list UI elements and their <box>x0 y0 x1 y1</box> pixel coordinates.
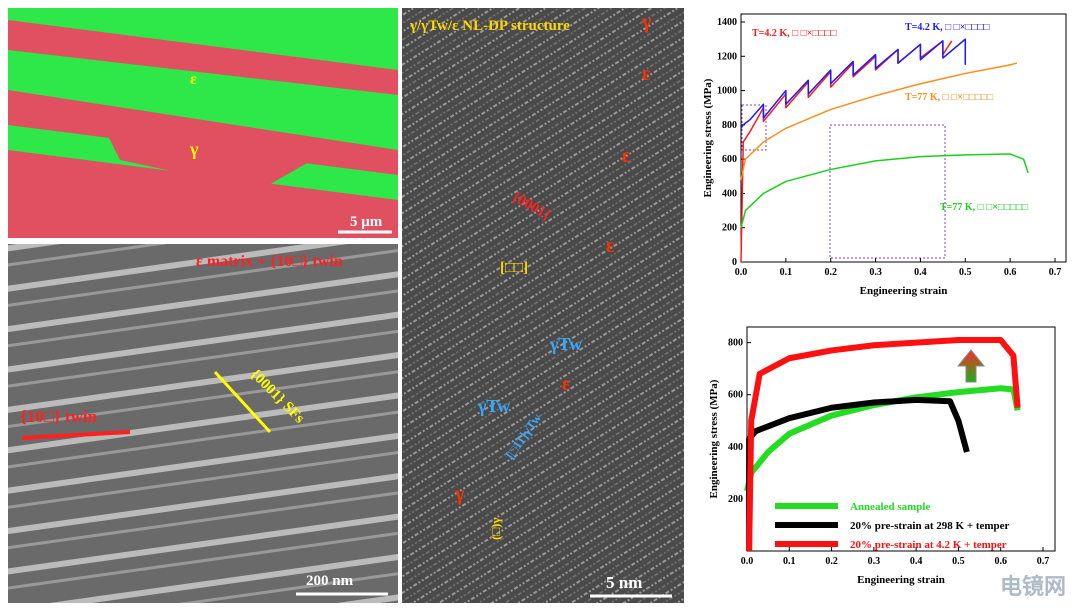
hrtem-label: ε <box>562 373 571 395</box>
hrtem-image <box>402 8 684 603</box>
series-label: T=77 K, □ □×□□□□□ <box>905 92 993 103</box>
watermark: 电镜网 <box>1000 574 1066 599</box>
hrtem-label: ε <box>622 145 631 167</box>
hrtem-label: γ <box>454 483 465 505</box>
y-tick-label: 400 <box>728 442 743 453</box>
y-axis-label: Engineering stress (MPa) <box>702 78 714 197</box>
legend-label: 20% pre-strain at 298 K + temper <box>850 520 1010 532</box>
x-tick-label: 0.1 <box>780 267 793 278</box>
hrtem-title: γ/γTw/ε NL-DP structure <box>409 18 570 34</box>
series-label: T=77 K, □ □×□□□□□ <box>940 202 1028 213</box>
x-tick-label: 0.3 <box>869 267 882 278</box>
x-tick-label: 0.0 <box>735 267 748 278</box>
x-tick-label: 0.7 <box>1049 267 1062 278</box>
ebsd-label: γ <box>189 139 199 159</box>
hrtem-label: γ <box>641 11 652 33</box>
y-axis-label: Engineering stress (MPa) <box>708 379 720 498</box>
increase-arrow <box>956 349 986 383</box>
legend-label: Annealed sample <box>850 501 930 513</box>
x-tick-label: 0.2 <box>824 267 837 278</box>
tem-label: {10□} twin <box>20 407 98 426</box>
y-tick-label: 1200 <box>717 51 737 62</box>
arrow <box>213 370 272 434</box>
y-tick-label: 600 <box>722 154 737 165</box>
tem-title: ε matrix + {10□} twin <box>196 253 343 270</box>
scale-label: 200 nm <box>306 573 354 589</box>
hrtem-label: γTw <box>477 396 510 416</box>
y-tick-label: 0 <box>732 257 737 268</box>
hrtem-label: ε <box>606 235 615 257</box>
hrtem-label: γTw <box>549 334 582 354</box>
x-tick-label: 0.0 <box>741 556 754 567</box>
x-tick-label: 0.3 <box>868 556 881 567</box>
x-tick-label: 0.6 <box>1004 267 1017 278</box>
x-tick-label: 0.6 <box>994 556 1007 567</box>
ebsd-label: ε <box>190 71 197 88</box>
hrtem-label: ε <box>642 63 651 85</box>
ebsd-gamma <box>8 20 398 238</box>
data-line <box>746 337 1021 552</box>
data-line <box>740 62 1018 180</box>
x-axis-label: Engineering strain <box>857 574 945 586</box>
series-label: T=4.2 K, □ □×□□□□ <box>905 22 990 33</box>
y-tick-label: 1400 <box>717 17 737 28</box>
data-line <box>740 38 967 129</box>
y-tick-label: 200 <box>722 223 737 234</box>
y-tick-label: 400 <box>722 188 737 199</box>
y-tick-label: 800 <box>722 120 737 131</box>
x-tick-label: 0.4 <box>914 267 927 278</box>
plot-frame <box>746 326 1056 552</box>
scale-label: 5 nm <box>606 573 642 592</box>
x-tick-label: 0.7 <box>1037 556 1050 567</box>
inset-box <box>829 124 946 259</box>
y-tick-label: 1000 <box>717 86 737 97</box>
series-label: T=4.2 K, □ □×□□□□ <box>752 28 837 39</box>
x-tick-label: 0.1 <box>783 556 796 567</box>
y-tick-label: 200 <box>728 494 743 505</box>
x-tick-label: 0.4 <box>910 556 923 567</box>
hrtem-label: [□□] <box>500 260 528 276</box>
data-line <box>740 153 1029 228</box>
arrow <box>21 430 131 440</box>
hrtem-label: (□)γ <box>488 517 503 540</box>
scale-label: 5 μm <box>350 214 383 230</box>
y-tick-label: 800 <box>728 338 743 349</box>
plot-frame <box>740 13 1067 263</box>
y-tick-label: 600 <box>728 390 743 401</box>
x-tick-label: 0.5 <box>952 556 965 567</box>
x-tick-label: 0.5 <box>959 267 972 278</box>
legend-label: 20% pre-strain at 4.2 K + temper <box>850 539 1007 551</box>
x-axis-label: Engineering strain <box>860 285 948 297</box>
tem-image <box>8 244 398 603</box>
x-tick-label: 0.2 <box>825 556 838 567</box>
